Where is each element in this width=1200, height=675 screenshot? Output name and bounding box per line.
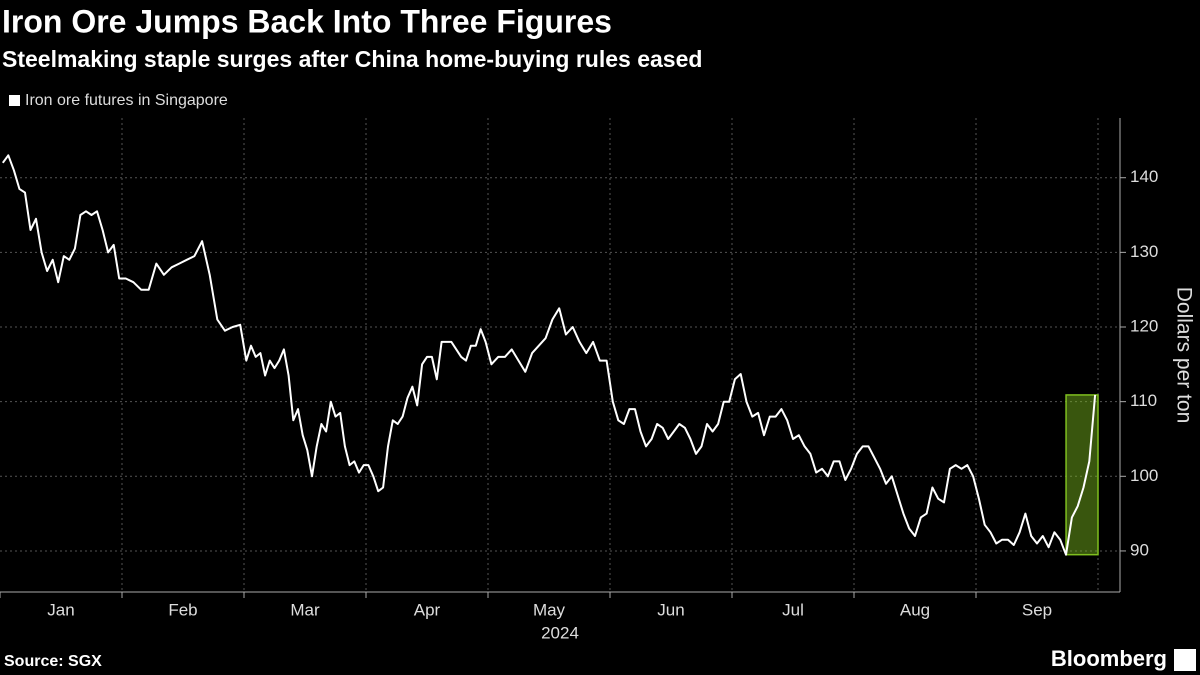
x-year-label: 2024 <box>541 623 579 642</box>
source: Source: SGX <box>4 653 102 670</box>
brand: Bloomberg <box>1051 646 1167 671</box>
brand-icon <box>1174 649 1196 671</box>
x-tick-label: Jan <box>47 600 74 619</box>
y-tick-label: 130 <box>1130 242 1158 261</box>
y-tick-label: 100 <box>1130 466 1158 485</box>
x-tick-label: Jun <box>657 600 684 619</box>
x-tick-label: Feb <box>168 600 197 619</box>
x-tick-label: Mar <box>290 600 320 619</box>
y-tick-label: 140 <box>1130 167 1158 186</box>
chart-subtitle: Steelmaking staple surges after China ho… <box>2 46 702 72</box>
x-tick-label: Apr <box>414 600 441 619</box>
y-tick-label: 120 <box>1130 316 1158 335</box>
legend-label: Iron ore futures in Singapore <box>25 92 228 109</box>
y-tick-label: 90 <box>1130 540 1149 559</box>
x-tick-label: Aug <box>900 600 930 619</box>
x-tick-label: Sep <box>1022 600 1052 619</box>
x-tick-label: May <box>533 600 566 619</box>
legend-swatch <box>9 95 20 106</box>
line-series <box>1 154 1097 556</box>
y-axis-label: Dollars per ton <box>1172 287 1195 424</box>
x-tick-label: Jul <box>782 600 804 619</box>
y-tick-label: 110 <box>1130 391 1157 410</box>
chart-title: Iron Ore Jumps Back Into Three Figures <box>2 3 612 39</box>
